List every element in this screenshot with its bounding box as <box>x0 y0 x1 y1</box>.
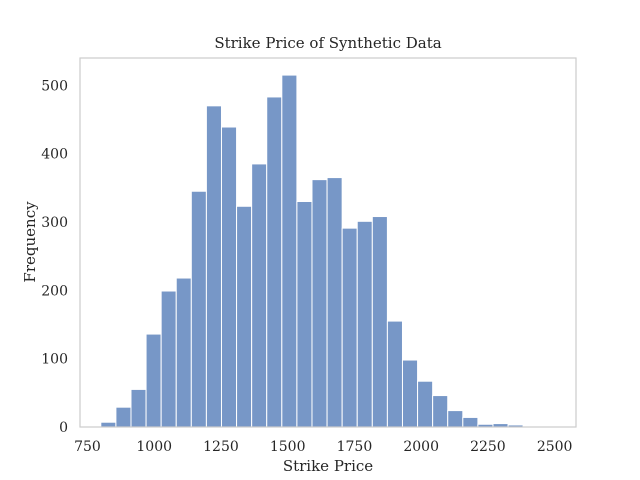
histogram-bar <box>115 406 132 428</box>
histogram-bar <box>236 205 253 428</box>
y-tick-label: 500 <box>41 78 68 94</box>
histogram-bar <box>145 333 162 428</box>
histogram-bar <box>401 359 419 428</box>
x-tick-label: 1500 <box>270 439 306 455</box>
x-tick-label: 2250 <box>470 439 506 455</box>
histogram-bar <box>341 227 358 428</box>
histogram-bar <box>417 380 434 428</box>
histogram-bar <box>462 416 479 428</box>
y-axis-label: Frequency <box>21 201 39 283</box>
y-tick-labels: 0 100 200 300 400 500 <box>41 78 68 436</box>
y-tick-label: 0 <box>59 420 68 436</box>
histogram-bar <box>266 96 283 428</box>
x-tick-labels: 750 1000 1250 1500 1750 2000 2250 2500 <box>74 439 572 455</box>
x-tick-label: 2500 <box>537 439 573 455</box>
histogram-bar <box>251 163 268 428</box>
histogram-bar <box>432 395 449 428</box>
plot-frame <box>79 57 577 428</box>
histogram-bar <box>175 277 192 428</box>
x-tick-label: 750 <box>74 439 101 455</box>
histogram-bar <box>356 220 373 428</box>
histogram-bar <box>100 421 117 428</box>
x-tick-label: 1250 <box>203 439 239 455</box>
histogram-bar <box>386 320 403 428</box>
histogram-bar <box>220 126 238 428</box>
histogram-bar <box>190 190 207 428</box>
histogram-bar <box>326 177 343 428</box>
histogram-bar <box>371 216 388 428</box>
histogram-bar <box>130 388 147 428</box>
chart-title: Strike Price of Synthetic Data <box>214 34 441 52</box>
histogram-bar <box>205 105 222 428</box>
histogram-bar <box>296 201 313 428</box>
x-tick-label: 1750 <box>337 439 373 455</box>
histogram-bar <box>311 179 328 428</box>
bars-group <box>100 74 554 428</box>
histogram-bar <box>281 74 298 428</box>
x-tick-label: 2000 <box>403 439 439 455</box>
x-tick-label: 1000 <box>136 439 172 455</box>
x-axis-label: Strike Price <box>283 457 373 475</box>
histogram-bar <box>447 410 464 428</box>
y-tick-label: 400 <box>41 147 68 163</box>
y-tick-label: 100 <box>41 352 68 368</box>
y-tick-label: 300 <box>41 215 68 231</box>
y-tick-label: 200 <box>41 283 68 299</box>
histogram-bar <box>160 290 177 428</box>
